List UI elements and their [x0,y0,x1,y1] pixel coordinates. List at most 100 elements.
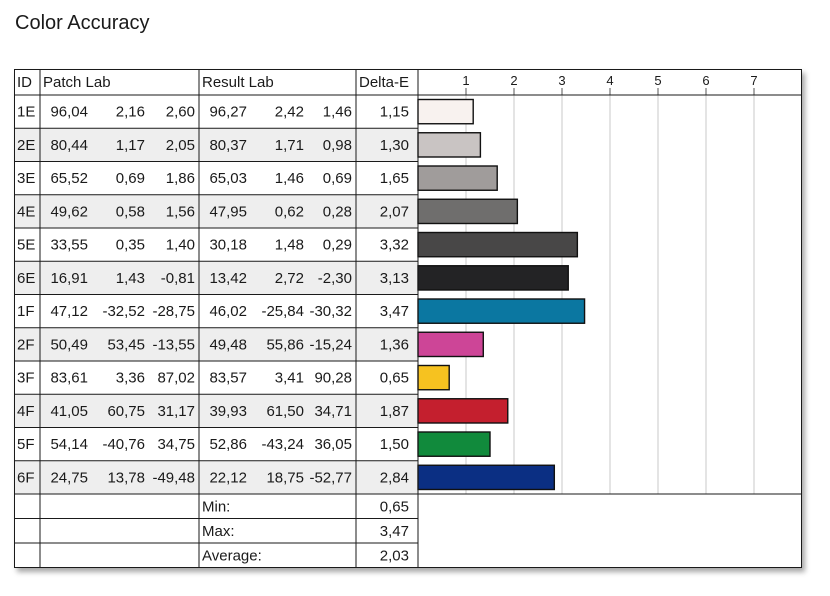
cell-delta-e: 3,32 [380,237,409,254]
tick-label: 6 [702,73,709,88]
cell-result-lab: 0,29 [323,237,352,254]
cell-id: 3E [17,170,35,187]
row-background [14,194,418,228]
cell-id: 1F [17,303,35,320]
cell-patch-lab: 13,78 [107,469,145,486]
cell-patch-lab: 34,75 [157,436,195,453]
cell-result-lab: 1,48 [275,237,304,254]
cell-patch-lab: 1,43 [116,270,145,287]
cell-result-lab: 0,28 [323,203,352,220]
tick-label: 4 [606,73,613,88]
cell-patch-lab: -28,75 [152,303,195,320]
cell-delta-e: 1,36 [380,336,409,353]
cell-patch-lab: 41,05 [50,403,88,420]
delta-e-bar [417,231,579,258]
cell-result-lab: 46,02 [209,303,247,320]
summary-value: 2,03 [380,547,409,564]
cell-id: 5F [17,436,35,453]
cell-id: 6E [17,270,35,287]
cell-delta-e: 1,87 [380,403,409,420]
cell-result-lab: 52,86 [209,436,247,453]
cell-id: 3F [17,370,35,387]
cell-result-lab: 13,42 [209,270,247,287]
cell-result-lab: 22,12 [209,469,247,486]
delta-e-bar [417,331,484,358]
cell-result-lab: 30,18 [209,237,247,254]
tick-label: 3 [558,73,565,88]
color-accuracy-panel: ID Patch Lab Result Lab Delta-E 1 2 3 4 5 6 7 1E 96,… [14,69,802,568]
header-id: ID [17,74,32,91]
cell-patch-lab: 1,56 [166,203,195,220]
cell-result-lab: 0,69 [323,170,352,187]
color-accuracy-chart: ID Patch Lab Result Lab Delta-E 1 2 3 4 5 6 7 1E 96,… [14,69,802,568]
cell-id: 2E [17,137,35,154]
cell-result-lab: 2,42 [275,104,304,121]
cell-id: 1E [17,104,35,121]
cell-result-lab: 65,03 [209,170,247,187]
cell-result-lab: -2,30 [318,270,352,287]
delta-e-bar [417,298,586,324]
cell-patch-lab: 1,86 [166,170,195,187]
cell-patch-lab: 0,58 [116,203,145,220]
cell-patch-lab: 60,75 [107,403,145,420]
cell-result-lab: 90,28 [314,370,352,387]
delta-e-bar [417,132,482,158]
cell-id: 6F [17,469,35,486]
cell-delta-e: 3,13 [380,270,409,287]
cell-result-lab: 1,46 [275,170,304,187]
tick-label: 5 [654,73,661,88]
cell-result-lab: 36,05 [314,436,352,453]
cell-result-lab: 39,93 [209,403,247,420]
delta-e-bar [417,464,556,491]
cell-result-lab: 0,98 [323,137,352,154]
cell-result-lab: 1,46 [323,104,352,121]
header-patch-lab: Patch Lab [43,74,111,91]
delta-e-bar [417,265,569,291]
cell-result-lab: -25,84 [261,303,304,320]
cell-patch-lab: 24,75 [50,469,88,486]
tick-label: 1 [462,73,469,88]
cell-id: 5E [17,237,35,254]
cell-patch-lab: 53,45 [107,336,145,353]
cell-result-lab: 18,75 [266,469,304,486]
tick-label: 2 [510,73,517,88]
summary-label: Min: [202,498,230,515]
cell-result-lab: -15,24 [309,336,352,353]
cell-result-lab: 34,71 [314,403,352,420]
row-background [14,427,418,461]
summary-value: 0,65 [380,498,409,515]
cell-delta-e: 1,30 [380,137,409,154]
cell-result-lab: 80,37 [209,137,247,154]
row-background [14,128,418,162]
summary-label: Max: [202,523,235,540]
delta-e-bar [417,364,450,391]
header-result-lab: Result Lab [202,74,274,91]
cell-delta-e: 1,50 [380,436,409,453]
row-background [14,394,418,428]
cell-result-lab: -30,32 [309,303,352,320]
cell-patch-lab: 0,69 [116,170,145,187]
cell-patch-lab: 47,12 [50,303,88,320]
cell-delta-e: 1,15 [380,104,409,121]
row-background [14,95,418,129]
cell-patch-lab: 83,61 [50,370,88,387]
cell-result-lab: 55,86 [266,336,304,353]
cell-result-lab: 96,27 [209,104,247,121]
page-title: Color Accuracy [15,12,150,34]
delta-e-bar [417,398,509,424]
cell-patch-lab: 0,35 [116,237,145,254]
cell-patch-lab: 2,16 [116,104,145,121]
cell-delta-e: 2,07 [380,203,409,220]
row-background [14,460,418,494]
cell-delta-e: 1,65 [380,170,409,187]
cell-patch-lab: -13,55 [152,336,195,353]
row-background [14,361,418,395]
cell-patch-lab: 65,52 [50,170,88,187]
cell-patch-lab: 2,60 [166,104,195,121]
cell-id: 4F [17,403,35,420]
cell-patch-lab: -49,48 [152,469,195,486]
cell-result-lab: 61,50 [266,403,304,420]
cell-result-lab: -52,77 [309,469,352,486]
summary-label: Average: [202,547,262,564]
row-background [14,294,418,328]
